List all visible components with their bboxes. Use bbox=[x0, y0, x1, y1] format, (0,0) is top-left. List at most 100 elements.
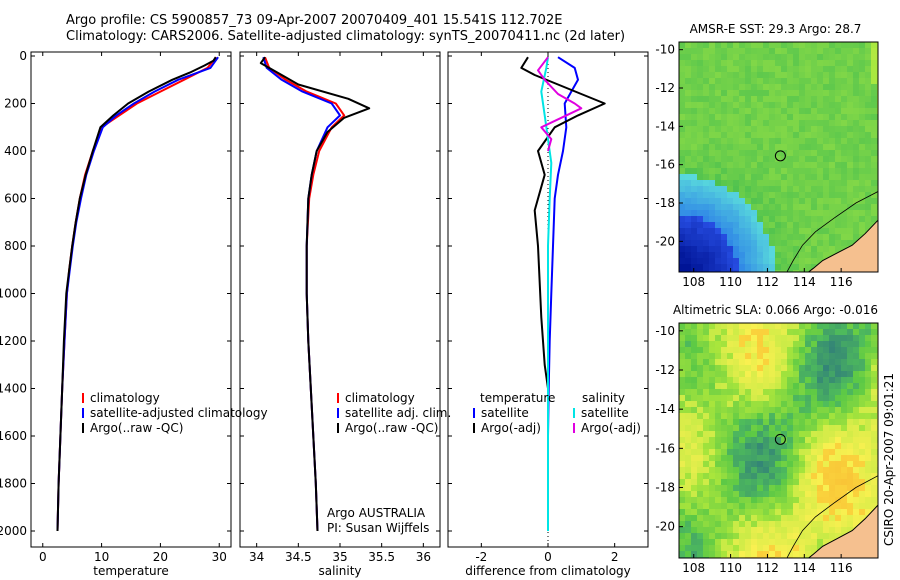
amsre_sst-cell bbox=[853, 60, 859, 66]
altimetric_sla-cell bbox=[721, 329, 727, 335]
altimetric_sla-cell bbox=[871, 377, 877, 383]
altimetric_sla-cell bbox=[817, 455, 823, 461]
altimetric_sla-cell bbox=[715, 551, 721, 557]
altimetric_sla-cell bbox=[817, 509, 823, 515]
altimetric_sla-cell bbox=[745, 539, 751, 545]
amsre_sst-cell bbox=[763, 168, 769, 174]
altimetric_sla-cell bbox=[727, 461, 733, 467]
altimetric_sla-cell bbox=[691, 545, 697, 551]
altimetric_sla-cell bbox=[811, 437, 817, 443]
altimetric_sla-cell bbox=[811, 509, 817, 515]
altimetric_sla-cell bbox=[847, 323, 853, 329]
temperature-ytick-label: 1800 bbox=[0, 477, 27, 491]
altimetric_sla-cell bbox=[727, 383, 733, 389]
amsre_sst-cell bbox=[853, 90, 859, 96]
amsre_sst-cell bbox=[745, 144, 751, 150]
altimetric_sla-cell bbox=[733, 359, 739, 365]
altimetric_sla-cell bbox=[709, 359, 715, 365]
amsre_sst-cell bbox=[835, 186, 841, 192]
amsre_sst-cell bbox=[823, 54, 829, 60]
altimetric_sla-cell bbox=[739, 461, 745, 467]
amsre_sst-cell bbox=[721, 42, 727, 48]
altimetric_sla-cell bbox=[703, 503, 709, 509]
altimetric_sla-cell bbox=[769, 455, 775, 461]
altimetric_sla-cell bbox=[805, 509, 811, 515]
amsre_sst-cell bbox=[865, 84, 871, 90]
altimetric_sla-cell bbox=[703, 377, 709, 383]
amsre_sst-cell bbox=[853, 120, 859, 126]
difference-xtick-label: -2 bbox=[475, 550, 487, 564]
amsre_sst-cell bbox=[715, 180, 721, 186]
altimetric_sla-cell bbox=[739, 329, 745, 335]
amsre_sst-cell bbox=[811, 126, 817, 132]
altimetric_sla-cell bbox=[775, 431, 781, 437]
altimetric_sla-cell bbox=[835, 353, 841, 359]
altimetric_sla-cell bbox=[679, 377, 685, 383]
altimetric_sla-cell bbox=[811, 323, 817, 329]
altimetric_sla-cell bbox=[715, 419, 721, 425]
altimetric_sla-cell bbox=[739, 335, 745, 341]
altimetric_sla-cell bbox=[829, 413, 835, 419]
amsre_sst-cell bbox=[871, 126, 877, 132]
altimetric_sla-cell bbox=[805, 431, 811, 437]
altimetric_sla-cell bbox=[775, 533, 781, 539]
amsre_sst-cell bbox=[871, 204, 877, 210]
amsre_sst-cell bbox=[823, 48, 829, 54]
altimetric_sla-cell bbox=[733, 515, 739, 521]
amsre_sst-cell bbox=[769, 150, 775, 156]
altimetric_sla-cell bbox=[709, 335, 715, 341]
amsre_sst-cell bbox=[739, 114, 745, 120]
amsre_sst-cell bbox=[787, 252, 793, 258]
altimetric_sla-cell bbox=[739, 449, 745, 455]
amsre_sst-cell bbox=[859, 132, 865, 138]
altimetric_sla-cell bbox=[691, 521, 697, 527]
amsre_sst-cell bbox=[769, 228, 775, 234]
amsre_sst-cell bbox=[781, 60, 787, 66]
altimetric_sla-cell bbox=[793, 533, 799, 539]
amsre_sst-cell bbox=[679, 126, 685, 132]
amsre_sst-cell bbox=[793, 264, 799, 270]
altimetric_sla-cell bbox=[847, 497, 853, 503]
altimetric_sla-cell bbox=[751, 551, 757, 557]
altimetric_sla-cell bbox=[823, 533, 829, 539]
altimetric_sla-cell bbox=[721, 551, 727, 557]
amsre_sst-cell bbox=[829, 174, 835, 180]
altimetric_sla-cell bbox=[841, 449, 847, 455]
altimetric_sla-cell bbox=[763, 431, 769, 437]
altimetric_sla-cell bbox=[751, 485, 757, 491]
amsre_sst-cell bbox=[799, 66, 805, 72]
amsre_sst-cell bbox=[703, 156, 709, 162]
altimetric_sla-cell bbox=[679, 533, 685, 539]
altimetric_sla-cell bbox=[859, 449, 865, 455]
amsre_sst-cell bbox=[841, 168, 847, 174]
amsre_sst-cell bbox=[733, 48, 739, 54]
altimetric_sla-cell bbox=[739, 479, 745, 485]
amsre_sst-cell bbox=[763, 240, 769, 246]
amsre_sst-cell bbox=[691, 228, 697, 234]
amsre_sst-cell bbox=[715, 120, 721, 126]
altimetric_sla-cell bbox=[775, 473, 781, 479]
amsre_sst-cell bbox=[751, 72, 757, 78]
altimetric_sla-cell bbox=[745, 473, 751, 479]
amsre_sst-cell bbox=[727, 222, 733, 228]
altimetric_sla-cell bbox=[793, 323, 799, 329]
altimetric_sla-cell bbox=[703, 329, 709, 335]
amsre_sst-cell bbox=[859, 78, 865, 84]
amsre_sst-cell bbox=[763, 186, 769, 192]
altimetric_sla-cell bbox=[829, 449, 835, 455]
altimetric_sla-cell bbox=[757, 419, 763, 425]
altimetric_sla-cell bbox=[679, 443, 685, 449]
amsre_sst-cell bbox=[739, 246, 745, 252]
amsre_sst-cell bbox=[775, 132, 781, 138]
altimetric_sla-cell bbox=[829, 377, 835, 383]
amsre_sst-cell bbox=[751, 96, 757, 102]
altimetric_sla-cell bbox=[709, 353, 715, 359]
amsre_sst-cell bbox=[865, 114, 871, 120]
amsre_sst-cell bbox=[697, 60, 703, 66]
amsre_sst-cell bbox=[811, 216, 817, 222]
amsre_sst-cell bbox=[685, 252, 691, 258]
altimetric_sla-cell bbox=[775, 461, 781, 467]
altimetric_sla-cell bbox=[757, 407, 763, 413]
altimetric_sla-cell bbox=[733, 395, 739, 401]
altimetric_sla-cell bbox=[757, 437, 763, 443]
